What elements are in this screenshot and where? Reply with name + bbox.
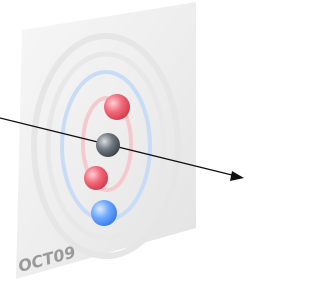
sphere-red — [104, 94, 130, 120]
arrow-head — [230, 171, 244, 181]
illustration: OCT09 — [0, 0, 244, 281]
sphere-blue — [91, 200, 117, 226]
sphere-red — [84, 166, 108, 190]
sphere-gray — [96, 133, 120, 157]
